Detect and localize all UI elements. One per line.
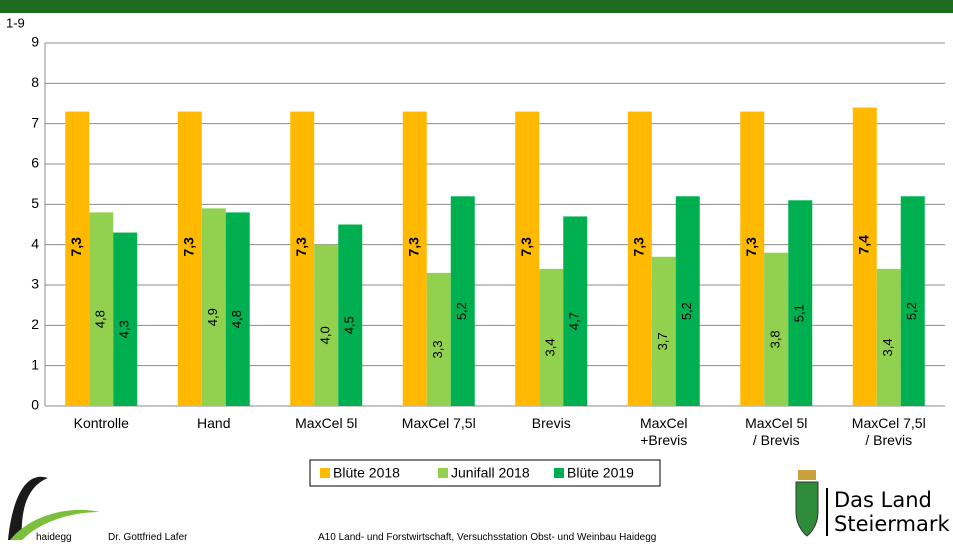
bar <box>515 112 539 406</box>
bar <box>403 112 427 406</box>
institution: A10 Land- und Forstwirtschaft, Versuchss… <box>318 532 656 543</box>
legend-label: Blüte 2019 <box>567 465 634 481</box>
y-tick-label: 0 <box>31 397 39 413</box>
value-label: 5,2 <box>454 302 469 320</box>
y-tick-label: 6 <box>31 155 39 171</box>
bar <box>451 196 475 406</box>
x-tick-label: MaxCel +Brevis <box>608 415 720 449</box>
coat-of-arms <box>796 482 818 536</box>
y-tick-label: 3 <box>31 276 39 292</box>
value-label: 3,8 <box>768 330 783 348</box>
logo-text: haidegg <box>36 532 72 543</box>
bar <box>65 112 89 406</box>
x-tick-label: MaxCel 7,5l <box>383 415 495 432</box>
brand-line: Das Land <box>826 488 932 512</box>
value-label: 4,7 <box>567 312 582 330</box>
bar <box>901 196 925 406</box>
crown <box>798 470 816 480</box>
y-tick-label: 9 <box>31 34 39 50</box>
legend-label: Junifall 2018 <box>451 465 530 481</box>
value-label: 7,4 <box>855 235 871 255</box>
value-label: 4,8 <box>229 310 244 328</box>
bar <box>676 196 700 406</box>
header-bar <box>0 0 953 13</box>
bar <box>652 257 676 406</box>
bar <box>853 108 877 406</box>
value-label: 7,3 <box>518 237 534 257</box>
y-tick-label: 1 <box>31 356 39 372</box>
bar <box>338 225 362 407</box>
value-label: 3,7 <box>655 332 670 350</box>
bar <box>178 112 202 406</box>
bar <box>788 200 812 406</box>
value-label: 7,3 <box>630 237 646 257</box>
value-label: 7,3 <box>405 237 421 257</box>
value-label: 5,2 <box>904 302 919 320</box>
value-label: 7,3 <box>743 237 759 257</box>
value-label: 3,3 <box>430 340 445 358</box>
value-label: 3,4 <box>880 338 895 356</box>
y-axis-label: 1-9 <box>6 15 25 30</box>
bar <box>740 112 764 406</box>
y-tick-label: 2 <box>31 316 39 332</box>
bar <box>89 212 113 406</box>
brand-line: Steiermark <box>826 512 950 536</box>
bar <box>314 245 338 406</box>
legend-swatch <box>554 468 564 478</box>
bar <box>628 112 652 406</box>
value-label: 3,4 <box>543 338 558 356</box>
x-tick-label: Kontrolle <box>45 415 157 432</box>
y-tick-label: 8 <box>31 74 39 90</box>
bar <box>113 233 137 406</box>
bar <box>202 208 226 406</box>
bar <box>764 253 788 406</box>
legend-swatch <box>320 468 330 478</box>
value-label: 4,0 <box>318 326 333 344</box>
bar <box>563 216 587 406</box>
x-tick-label: Hand <box>158 415 270 432</box>
bar <box>427 273 451 406</box>
x-tick-label: MaxCel 5l / Brevis <box>720 415 832 449</box>
legend-swatch <box>438 468 448 478</box>
chart: 1-9 0 1 2 3 4 5 6 7 8 9 7,3 4,8 4,3 7,3 4,9 4,8 7,3 4,0 4,… <box>0 0 953 548</box>
value-label: 4,3 <box>117 320 132 338</box>
x-tick-label: MaxCel 7,5l / Brevis <box>833 415 945 449</box>
value-label: 7,3 <box>180 237 196 257</box>
y-tick-label: 4 <box>31 235 39 251</box>
author: Dr. Gottfried Lafer <box>108 532 187 543</box>
y-tick-label: 5 <box>31 195 39 211</box>
value-label: 7,3 <box>68 237 84 257</box>
value-label: 5,2 <box>679 302 694 320</box>
value-label: 4,8 <box>93 310 108 328</box>
x-tick-label: Brevis <box>495 415 607 432</box>
legend-label: Blüte 2018 <box>333 465 400 481</box>
x-tick-label: MaxCel 5l <box>270 415 382 432</box>
value-label: 4,5 <box>342 316 357 334</box>
value-label: 4,9 <box>205 308 220 326</box>
y-tick-label: 7 <box>31 114 39 130</box>
value-label: 5,1 <box>792 304 807 322</box>
bar <box>539 269 563 406</box>
bar <box>226 212 250 406</box>
bar <box>290 112 314 406</box>
bar <box>877 269 901 406</box>
value-label: 7,3 <box>293 237 309 257</box>
slide: 1-9 0 1 2 3 4 5 6 7 8 9 7,3 4,8 4,3 7,3 4,9 4,8 7,3 4,0 4,… <box>0 0 953 548</box>
